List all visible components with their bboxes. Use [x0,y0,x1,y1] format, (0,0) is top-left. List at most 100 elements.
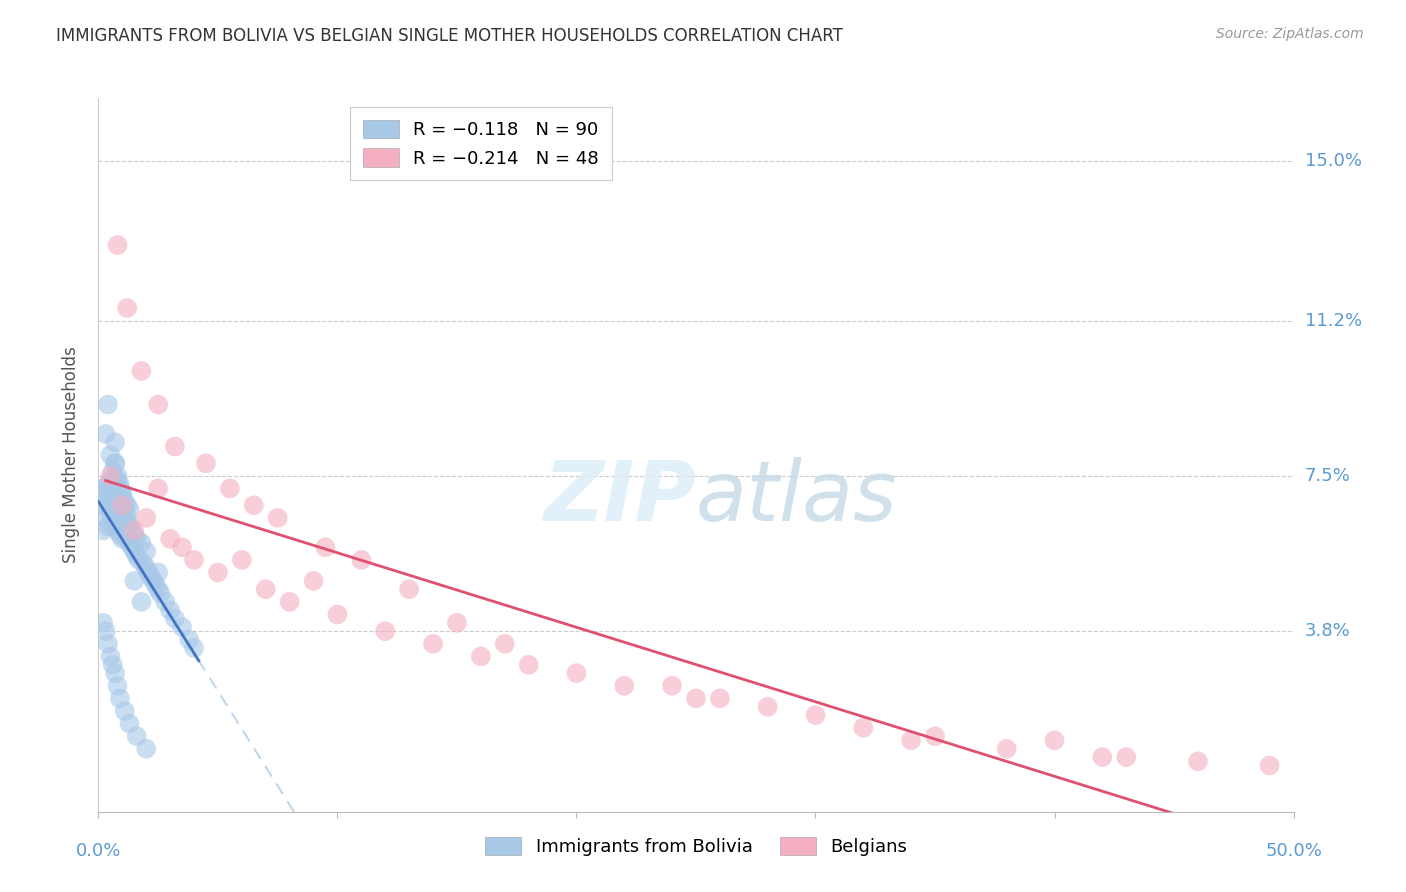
Point [709,691,731,706]
Point [115,511,138,525]
Point [101,519,124,533]
Point [98,507,122,521]
Point [111,532,134,546]
Point [108,527,131,541]
Point [924,729,946,743]
Point [107,473,129,487]
Point [101,657,124,672]
Point [900,733,922,747]
Point [107,524,129,538]
Point [118,502,141,516]
Point [125,549,148,563]
Point [124,524,146,538]
Point [101,482,124,496]
Point [91,482,114,496]
Text: 50.0%: 50.0% [1265,842,1322,860]
Point [1043,733,1066,747]
Point [422,637,444,651]
Text: 3.8%: 3.8% [1305,623,1350,640]
Point [108,511,131,525]
Text: IMMIGRANTS FROM BOLIVIA VS BELGIAN SINGLE MOTHER HOUSEHOLDS CORRELATION CHART: IMMIGRANTS FROM BOLIVIA VS BELGIAN SINGL… [56,27,844,45]
Point [148,398,170,412]
Point [97,398,120,412]
Point [104,456,127,470]
Point [183,640,205,655]
Point [163,612,186,626]
Point [107,507,129,521]
Point [398,582,420,597]
Text: 15.0%: 15.0% [1305,152,1361,170]
Point [101,502,124,516]
Point [613,679,636,693]
Point [1187,755,1209,769]
Point [114,494,136,508]
Point [565,666,588,681]
Point [111,490,134,504]
Point [163,440,186,454]
Point [98,494,122,508]
Point [517,657,540,672]
Point [125,729,148,743]
Text: atlas: atlas [696,458,897,538]
Point [494,637,516,651]
Text: 7.5%: 7.5% [1305,467,1351,485]
Point [114,704,136,718]
Point [98,469,122,483]
Point [107,238,129,252]
Point [98,473,122,487]
Point [148,482,170,496]
Point [138,566,160,580]
Point [98,448,122,462]
Text: Source: ZipAtlas.com: Source: ZipAtlas.com [1216,27,1364,41]
Point [104,477,127,491]
Point [315,541,337,555]
Point [104,666,127,681]
Point [852,721,875,735]
Point [101,490,124,504]
Point [183,553,205,567]
Point [90,498,112,512]
Legend: Immigrants from Bolivia, Belgians: Immigrants from Bolivia, Belgians [474,826,918,867]
Point [446,615,468,630]
Point [995,741,1018,756]
Point [172,620,194,634]
Point [145,578,167,592]
Point [243,498,266,512]
Point [374,624,396,639]
Point [111,498,134,512]
Point [155,595,177,609]
Point [159,532,181,546]
Point [107,469,129,483]
Point [101,465,124,479]
Point [219,482,242,496]
Point [804,708,827,723]
Point [131,364,153,378]
Text: ZIP: ZIP [543,458,696,538]
Point [115,532,138,546]
Point [194,456,217,470]
Point [278,595,301,609]
Point [104,485,127,500]
Point [104,456,127,470]
Point [111,485,134,500]
Point [254,582,277,597]
Point [98,485,122,500]
Point [111,502,134,516]
Point [115,515,138,529]
Point [97,498,120,512]
Point [142,574,165,588]
Point [350,553,373,567]
Point [94,426,117,441]
Point [108,477,131,491]
Point [159,603,181,617]
Point [104,435,127,450]
Point [326,607,349,622]
Point [107,679,129,693]
Point [97,519,120,533]
Point [131,595,153,609]
Point [661,679,683,693]
Point [94,624,117,639]
Point [97,637,120,651]
Point [148,582,170,597]
Point [124,527,146,541]
